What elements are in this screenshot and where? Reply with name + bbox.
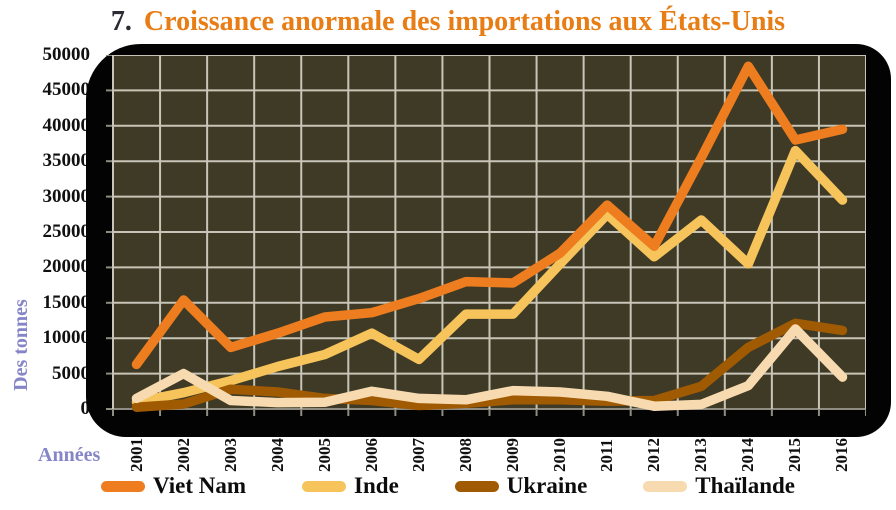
legend-label: Ukraine bbox=[506, 473, 588, 498]
legend-swatch bbox=[100, 480, 145, 492]
series-line-thaïlande bbox=[131, 324, 848, 411]
y-tick-label: 25000 bbox=[42, 221, 91, 242]
y-tick-label: 40000 bbox=[42, 114, 91, 136]
y-axis-title: Des tonnes bbox=[10, 299, 32, 391]
chart-legend: Viet Nam Inde Ukraine Thaïlande bbox=[0, 473, 896, 499]
legend-swatch bbox=[643, 480, 688, 492]
y-tick-label: 15000 bbox=[42, 291, 91, 313]
chart-title: 7. Croissance anormale des importations a… bbox=[0, 2, 896, 42]
plot-area bbox=[106, 55, 866, 416]
legend-item-viet-nam: Viet Nam bbox=[100, 473, 247, 499]
y-tick-label: 20000 bbox=[42, 256, 91, 278]
series-line-viet-nam bbox=[131, 61, 848, 370]
y-tick-label: 0 bbox=[80, 398, 91, 419]
legend-label: Viet Nam bbox=[152, 473, 247, 498]
legend-label: Thaïlande bbox=[695, 473, 795, 498]
y-tick-label: 50000 bbox=[42, 44, 91, 65]
chart-title-number: 7. bbox=[110, 6, 132, 37]
y-tick-label: 5000 bbox=[52, 362, 90, 384]
legend-swatch bbox=[302, 480, 347, 492]
chart-title-text: Croissance anormale des importations aux… bbox=[143, 6, 786, 37]
legend-item-ukraine: Ukraine bbox=[454, 473, 588, 499]
y-tick-label: 35000 bbox=[42, 150, 91, 172]
y-tick-label: 45000 bbox=[42, 79, 91, 101]
y-tick-label: 10000 bbox=[42, 327, 91, 349]
series-line-ukraine bbox=[131, 318, 848, 412]
legend-label: Inde bbox=[354, 473, 399, 498]
series-line-inde bbox=[131, 145, 848, 407]
legend-item-inde: Inde bbox=[302, 473, 399, 499]
legend-item-thaïlande: Thaïlande bbox=[643, 473, 795, 499]
legend-swatch bbox=[454, 480, 499, 492]
x-axis-title: Années bbox=[38, 444, 101, 466]
y-tick-label: 30000 bbox=[42, 185, 91, 207]
plot-frame bbox=[86, 44, 891, 437]
